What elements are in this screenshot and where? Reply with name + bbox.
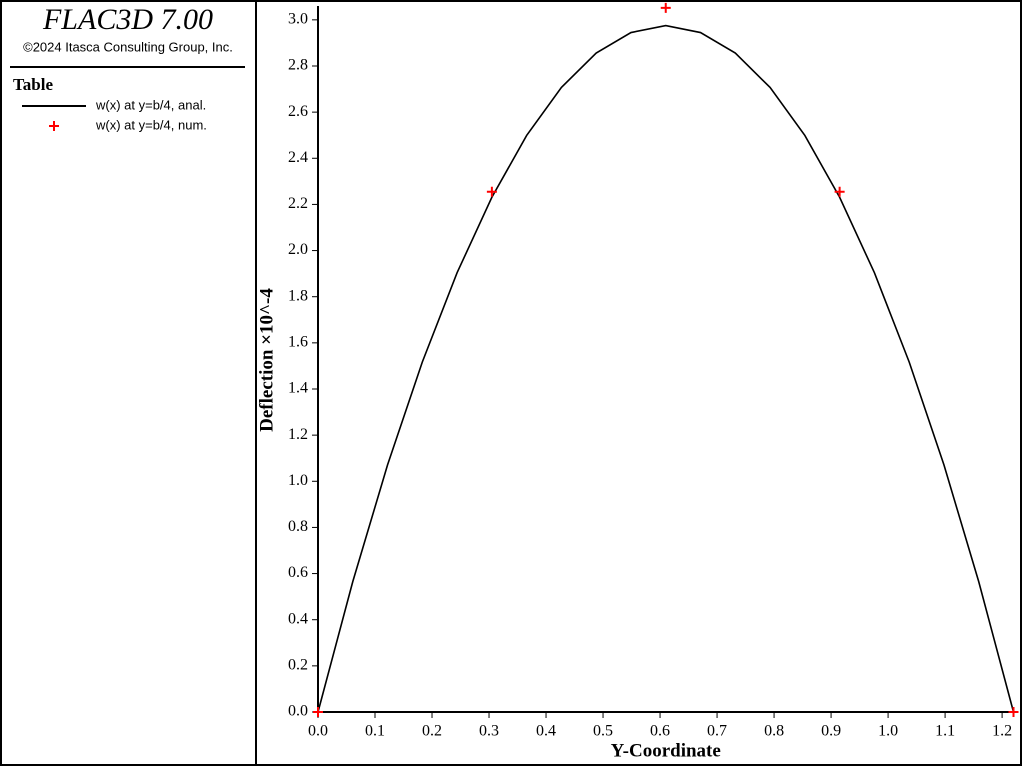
x-tick-label: 1.2: [992, 723, 1012, 740]
x-tick-label: 0.2: [422, 723, 442, 740]
y-tick-label: 0.2: [288, 657, 308, 674]
x-tick-label: 0.5: [593, 723, 613, 740]
y-tick-label: 2.4: [288, 149, 308, 166]
x-tick-label: 0.4: [536, 723, 556, 740]
y-tick-label: 2.8: [288, 57, 308, 74]
y-axis-label: Deflection ×10^-4: [256, 288, 277, 432]
legend-label: w(x) at y=b/4, anal.: [95, 97, 206, 112]
legend-title: Table: [13, 75, 53, 94]
y-tick-label: 3.0: [288, 11, 308, 28]
data-point: [313, 707, 323, 717]
y-tick-label: 1.6: [288, 334, 308, 351]
x-tick-label: 0.1: [365, 723, 385, 740]
legend: w(x) at y=b/4, anal. w(x) at y=b/4, num.: [22, 97, 207, 132]
x-tick-label: 0.9: [821, 723, 841, 740]
y-tick-label: 1.0: [288, 472, 308, 489]
y-tick-label: 1.2: [288, 426, 308, 443]
data-point: [660, 2, 671, 13]
x-tick-label: 0.3: [479, 723, 499, 740]
y-tick-label: 1.8: [288, 287, 308, 304]
x-tick-label: 0.0: [308, 723, 328, 740]
x-tick-label: 0.7: [707, 723, 727, 740]
x-tick-label: 0.6: [650, 723, 670, 740]
legend-label: w(x) at y=b/4, num.: [95, 117, 207, 132]
data-point: [834, 186, 845, 197]
y-tick-label: 2.0: [288, 241, 308, 258]
y-tick-label: 0.8: [288, 518, 308, 535]
y-tick-label: 0.6: [288, 564, 308, 581]
data-point: [486, 186, 497, 197]
y-tick-label: 2.2: [288, 195, 308, 212]
y-tick-label: 1.4: [288, 380, 308, 397]
x-axis-label: Y-Coordinate: [611, 740, 721, 761]
data-point: [1008, 707, 1019, 717]
x-tick-label: 0.8: [764, 723, 784, 740]
y-tick-label: 0.0: [288, 703, 308, 720]
y-tick-label: 2.6: [288, 103, 308, 120]
app-title: FLAC3D 7.00: [42, 3, 213, 36]
data-line: [317, 24, 1015, 713]
x-tick-label: 1.1: [935, 723, 955, 740]
copyright: ©2024 Itasca Consulting Group, Inc.: [23, 39, 233, 54]
legend-swatch: [49, 121, 59, 131]
y-tick-label: 0.4: [288, 610, 308, 627]
x-tick-label: 1.0: [878, 723, 898, 740]
